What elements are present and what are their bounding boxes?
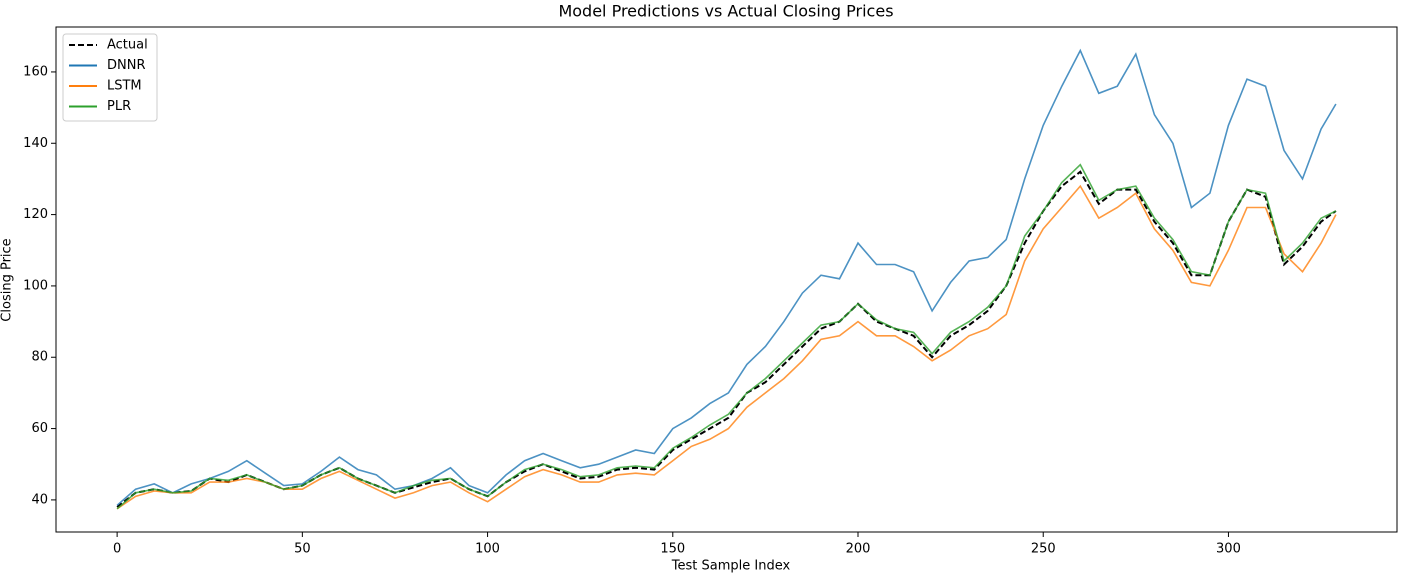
y-tick-label: 160 (23, 64, 48, 79)
x-tick-label: 150 (660, 542, 685, 557)
y-tick-label: 60 (31, 421, 48, 436)
y-tick-label: 140 (23, 136, 48, 151)
y-tick-label: 120 (23, 207, 48, 222)
series-line (116, 170, 1337, 508)
x-axis-label: Test Sample Index (671, 559, 791, 574)
legend-label: DNNR (107, 58, 146, 73)
legend-label: PLR (107, 99, 131, 114)
series-line (116, 184, 1337, 510)
x-tick-label: 250 (1031, 542, 1056, 557)
legend-box (62, 33, 158, 122)
x-tick-label: 0 (113, 542, 121, 557)
plot-frame (55, 26, 1398, 533)
x-tick-label: 200 (846, 542, 871, 557)
chart-title: Model Predictions vs Actual Closing Pric… (558, 2, 893, 21)
series-line (116, 163, 1337, 510)
series-line (116, 48, 1337, 506)
x-tick-label: 100 (475, 542, 500, 557)
x-tick-label: 50 (294, 542, 311, 557)
legend-label: LSTM (107, 79, 142, 94)
y-axis-label: Closing Price (0, 238, 15, 321)
y-tick-label: 100 (23, 278, 48, 293)
x-tick-label: 300 (1216, 542, 1241, 557)
y-tick-label: 40 (31, 492, 48, 507)
y-tick-label: 80 (31, 350, 48, 365)
legend-label: Actual (107, 38, 148, 53)
